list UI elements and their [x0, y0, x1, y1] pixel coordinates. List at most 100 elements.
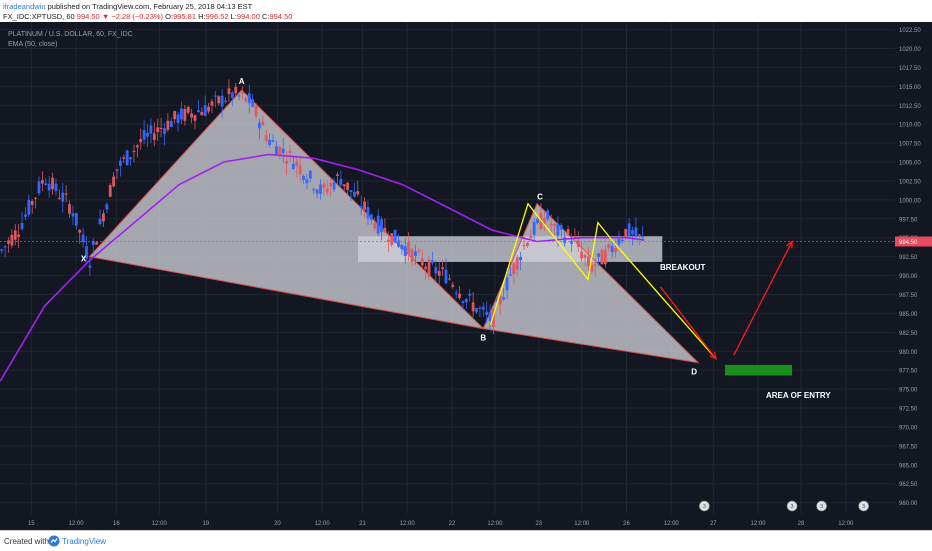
candle-body	[251, 99, 255, 107]
y-tick-label: 972.50	[899, 407, 918, 413]
candle-body	[302, 175, 305, 181]
candle-body	[556, 223, 560, 236]
candle-body	[627, 223, 631, 236]
candle-body	[563, 237, 567, 243]
candle-body	[349, 190, 353, 193]
candle-body	[441, 267, 445, 270]
author-link[interactable]: ifradeandwin	[3, 2, 46, 11]
event-badge	[699, 500, 710, 512]
candle-body	[468, 293, 472, 296]
candles	[0, 79, 645, 335]
candle-body	[95, 242, 99, 245]
y-tick-label: 1020.00	[899, 47, 921, 53]
candle-body	[631, 229, 634, 235]
change-value: ▼ −2.28 (−0.23%)	[101, 12, 164, 21]
x-tick-label: 20	[274, 521, 281, 527]
candle-body	[132, 150, 136, 152]
ohlc-line: FX_IDC:XPTUSD, 60 994.50 ▼ −2.28 (−0.23%…	[3, 12, 292, 21]
candle-body	[549, 223, 553, 226]
candle-body	[492, 309, 495, 327]
bcd-triangle	[482, 202, 700, 364]
point-label-d: D	[691, 368, 697, 377]
pattern-labels: X A B C D	[81, 77, 697, 376]
tradingview-logo-icon	[48, 535, 60, 547]
event-badges[interactable]: 3 3 3 3	[699, 500, 869, 512]
candle-body	[339, 178, 343, 186]
candle-body	[176, 114, 180, 123]
candle-body	[180, 108, 183, 120]
candle-body	[220, 95, 224, 107]
candle-body	[81, 234, 85, 243]
y-tick-label: 985.00	[899, 312, 918, 318]
candle-body	[288, 151, 292, 153]
candle-body	[295, 161, 299, 166]
candle-body	[546, 210, 550, 220]
candle-body	[163, 128, 166, 134]
candle-body	[115, 169, 119, 171]
candle-body	[424, 266, 428, 270]
price-axis[interactable]: 1022.50 1020.00 1017.50 1015.00 1012.50 1010.…	[895, 22, 932, 530]
time-axis[interactable]: 15 12:00 16 12:00 19 20 12:00 21 12:00 22 12:00 23 1…	[0, 514, 932, 530]
candle-body	[525, 242, 529, 246]
candle-body	[417, 250, 421, 252]
symbol-label: FX_IDC:XPTUSD, 60	[3, 12, 75, 21]
candle-body	[322, 183, 326, 188]
candle-body	[356, 191, 360, 195]
candle-body	[146, 132, 149, 137]
candle-body	[135, 145, 139, 148]
area-of-entry-label: AREA OF ENTRY	[766, 391, 831, 400]
candle-body	[390, 233, 394, 245]
candle-body	[207, 106, 210, 112]
candle-body	[119, 160, 122, 166]
candle-body	[376, 215, 380, 234]
high-label: H:	[198, 12, 206, 21]
candle-body	[247, 93, 251, 104]
trend-drawings[interactable]	[0, 202, 895, 361]
candle-body	[54, 183, 58, 191]
high-value: 996.52	[205, 12, 229, 21]
candle-body	[159, 127, 163, 129]
point-label-a: A	[239, 77, 245, 86]
candle-body	[566, 229, 570, 235]
y-tick-label: 965.00	[899, 463, 918, 469]
candle-body	[407, 242, 411, 254]
candle-body	[152, 133, 156, 140]
candle-body	[166, 120, 170, 130]
candle-body	[434, 266, 438, 274]
candle-body	[98, 218, 102, 225]
y-tick-label: 1010.00	[899, 123, 921, 129]
x-tick-label: 15	[28, 521, 35, 527]
candle-body	[414, 251, 417, 256]
candle-body	[285, 160, 288, 164]
candle-body	[458, 293, 461, 299]
candle-body	[383, 227, 387, 233]
candle-body	[298, 165, 302, 174]
candle-body	[40, 179, 44, 184]
candle-body	[397, 240, 400, 247]
time-axis-bg	[0, 514, 932, 530]
candle-body	[10, 234, 14, 246]
harmonic-pattern[interactable]	[88, 89, 700, 364]
candle-body	[200, 111, 204, 116]
candle-body	[112, 176, 116, 187]
candle-body	[522, 245, 526, 247]
up-arrow	[733, 241, 793, 356]
x-tick-label: 21	[359, 521, 366, 527]
chart-header: ifradeandwin published on TradingView.co…	[0, 0, 932, 22]
candle-body	[27, 199, 31, 215]
y-tick-label: 980.00	[899, 350, 918, 356]
x-tick-label: 27	[710, 521, 717, 527]
last-price: 994.50	[76, 12, 100, 21]
candle-body	[254, 105, 258, 116]
x-tick-label: 12:00	[152, 521, 168, 527]
low-value: 994.00	[236, 12, 260, 21]
candle-body	[210, 101, 214, 106]
open-label: O:	[165, 12, 174, 21]
candle-body	[34, 197, 38, 199]
tradingview-brand[interactable]: TradingView	[62, 537, 107, 546]
candle-body	[369, 214, 373, 220]
price-chart[interactable]: X A B C D 1022.50 1020.00 1017.50 1015.00 1012.5…	[0, 22, 932, 530]
candle-body	[17, 234, 21, 237]
candle-body	[587, 256, 590, 266]
x-tick-label: 12:00	[664, 521, 680, 527]
